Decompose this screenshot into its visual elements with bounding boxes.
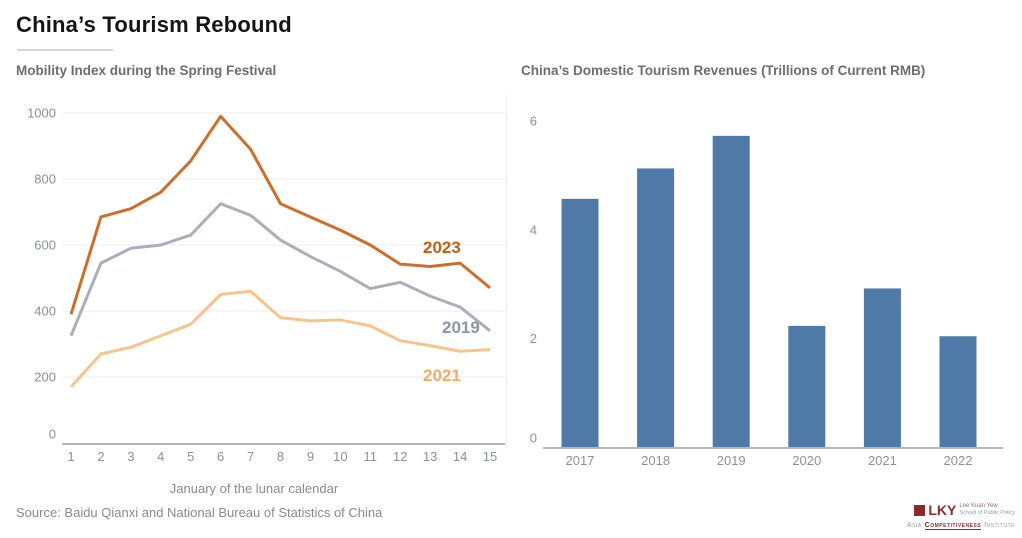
page-title: China’s Tourism Rebound: [16, 12, 292, 37]
lky-logo-asia: Asia: [906, 522, 922, 529]
lky-logo-competitiveness: Competitiveness: [924, 522, 982, 530]
x-tick-label: 2017: [566, 453, 595, 468]
lky-logo-institute: Institute: [984, 522, 1015, 529]
x-tick-label: 6: [217, 449, 224, 464]
y-tick-label: 4: [530, 222, 537, 237]
left-chart-x-axis-title: January of the lunar calendar: [169, 481, 339, 496]
line-series-2021: [69, 289, 491, 388]
y-tick-label: 800: [34, 172, 56, 187]
lky-logo: LKY Lee Kuan Yew School of Public Policy…: [899, 503, 1015, 533]
x-tick-label: 13: [423, 449, 437, 464]
x-tick-label: 2019: [717, 453, 746, 468]
x-tick-label: 1: [67, 449, 74, 464]
series-label-2019: 2019: [442, 318, 480, 337]
line-series-2019: [69, 202, 491, 337]
y-tick-label: 400: [34, 304, 56, 319]
y-tick-label: 2: [530, 331, 537, 346]
x-tick-label: 12: [393, 449, 407, 464]
x-tick-label: 5: [187, 449, 194, 464]
x-tick-label: 14: [453, 449, 467, 464]
y-tick-label: 0: [49, 427, 56, 442]
bar-2021: [863, 288, 901, 447]
x-tick-label: 2022: [944, 453, 973, 468]
x-tick-label: 7: [247, 449, 254, 464]
source-note: Source: Baidu Qianxi and National Bureau…: [16, 505, 383, 520]
bar-2020: [788, 325, 826, 447]
lky-logo-acronym: LKY: [928, 502, 957, 518]
y-tick-label: 6: [530, 114, 537, 129]
x-tick-label: 10: [333, 449, 347, 464]
x-tick-label: 3: [127, 449, 134, 464]
x-tick-label: 11: [364, 449, 378, 464]
lky-logo-line2: School of Public Policy: [959, 510, 1015, 516]
right-chart-title: China’s Domestic Tourism Revenues (Trill…: [521, 63, 926, 78]
line-series-2023: [69, 114, 491, 315]
series-label-2021: 2021: [423, 366, 461, 385]
bar-2017: [561, 198, 599, 447]
lky-logo-line1: Lee Kuan Yew: [959, 503, 998, 509]
lky-logo-bottom-row: Asia Competitiveness Institute: [899, 522, 1015, 530]
lky-logo-square-icon: [914, 505, 926, 516]
x-tick-label: 8: [277, 449, 284, 464]
bar-2018: [637, 168, 675, 448]
bar-2019: [712, 135, 750, 447]
x-tick-label: 2: [97, 449, 104, 464]
title-underline: [17, 49, 113, 51]
y-tick-label: 0: [530, 431, 537, 446]
x-tick-label: 15: [483, 449, 497, 464]
lky-logo-text: Lee Kuan Yew School of Public Policy: [959, 503, 1015, 516]
left-chart-title: Mobility Index during the Spring Festiva…: [16, 63, 277, 78]
lky-logo-top-row: LKY Lee Kuan Yew School of Public Policy: [899, 503, 1015, 520]
x-tick-label: 2020: [792, 453, 821, 468]
x-tick-label: 2018: [641, 453, 670, 468]
y-tick-label: 1000: [27, 106, 56, 121]
series-label-2023: 2023: [423, 238, 461, 257]
x-tick-label: 4: [157, 449, 164, 464]
revenue-bar-chart: 0 2 4 6 2017 2018 2019 2020 2021 2022: [530, 114, 1003, 468]
y-tick-label: 200: [34, 370, 56, 385]
x-tick-label: 2021: [868, 453, 897, 468]
bar-2022: [939, 336, 977, 447]
x-tick-label: 9: [307, 449, 314, 464]
y-tick-label: 600: [34, 238, 56, 253]
